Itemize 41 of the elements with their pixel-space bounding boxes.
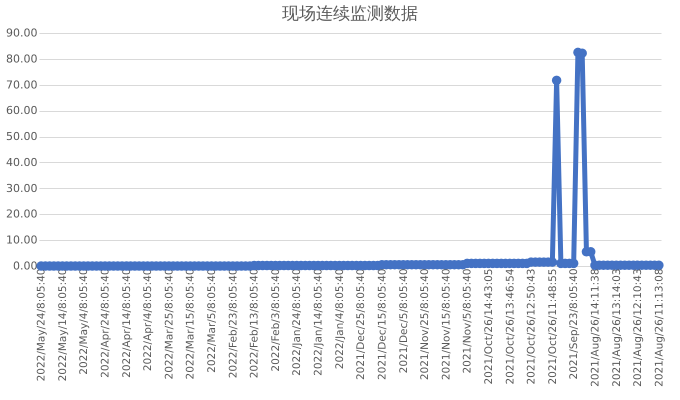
x-tick-label: 2021/Aug/26/13:14:03 bbox=[610, 268, 623, 387]
y-tick-label: 80.00 bbox=[6, 52, 38, 66]
x-tick-label: 2021/Aug/26/12:10:43 bbox=[632, 268, 644, 387]
x-tick-label: 2022/Jan/14/8:05:40 bbox=[312, 268, 325, 376]
x-tick-label: 2022/Feb/3/8:05:40 bbox=[270, 268, 282, 372]
x-tick-label: 2021/Nov/15/8:05:40 bbox=[440, 268, 452, 380]
x-tick-label: 2021/Oct/26/13:46:54 bbox=[504, 268, 516, 385]
y-tick-label: 90.00 bbox=[6, 26, 38, 40]
x-tick-label: 2022/Feb/23/8:05:40 bbox=[227, 268, 240, 378]
x-tick-label: 2022/Apr/4/8:05:40 bbox=[142, 268, 154, 372]
x-tick-label: 2022/Feb/13/8:05:40 bbox=[248, 268, 261, 378]
y-tick-label: 40.00 bbox=[6, 156, 38, 169]
x-tick-label: 2021/Oct/26/14:43:05 bbox=[482, 268, 495, 385]
x-tick-label: 2022/May/24/8:05:40 bbox=[36, 268, 48, 382]
x-tick-label: 2022/Apr/14/8:05:40 bbox=[120, 268, 133, 378]
y-tick-label: 10.00 bbox=[6, 234, 38, 247]
y-tick-label: 20.00 bbox=[6, 208, 38, 221]
x-tick-label: 2021/Dec/5/8:05:40 bbox=[398, 268, 410, 374]
x-tick-label: 2021/Dec/25/8:05:40 bbox=[355, 268, 368, 380]
x-tick-label: 2021/Dec/15/8:05:40 bbox=[376, 268, 388, 380]
x-tick-label: 2022/Mar/25/8:05:40 bbox=[163, 268, 176, 380]
x-tick-label: 2021/Sep/23/8:05:40 bbox=[568, 268, 580, 380]
x-tick-label: 2022/May/14/8:05:40 bbox=[56, 268, 69, 382]
y-tick-label: 0.00 bbox=[13, 260, 38, 272]
y-tick-label: 60.00 bbox=[6, 104, 38, 118]
x-tick-label: 2021/Oct/26/11:48:55 bbox=[546, 268, 559, 385]
x-tick-label: 2022/Mar/15/8:05:40 bbox=[184, 268, 197, 380]
x-tick-label: 2021/Nov/25/8:05:40 bbox=[419, 268, 432, 380]
y-tick-label: 70.00 bbox=[6, 78, 38, 92]
x-tick-label: 2021/Aug/26/14:11:38 bbox=[589, 268, 602, 387]
x-tick-label: 2022/Mar/5/8:05:40 bbox=[206, 268, 218, 373]
x-tick-label: 2021/Nov/5/8:05:40 bbox=[462, 268, 474, 374]
x-tick-label: 2022/Apr/24/8:05:40 bbox=[100, 268, 112, 378]
x-tick-label: 2022/May/4/8:05:40 bbox=[78, 268, 90, 375]
x-tick-label: 2022/Jan/4/8:05:40 bbox=[334, 268, 346, 370]
x-tick-label: 2021/Aug/26/11:13:08 bbox=[653, 268, 666, 387]
x-tick-label: 2021/Oct/26/12:50:43 bbox=[526, 268, 538, 385]
chart-title: 现场连续监测数据 bbox=[282, 4, 418, 24]
y-tick-label: 50.00 bbox=[6, 130, 38, 144]
x-tick-label: 2022/Jan/24/8:05:40 bbox=[291, 268, 304, 376]
y-tick-label: 30.00 bbox=[6, 182, 38, 195]
